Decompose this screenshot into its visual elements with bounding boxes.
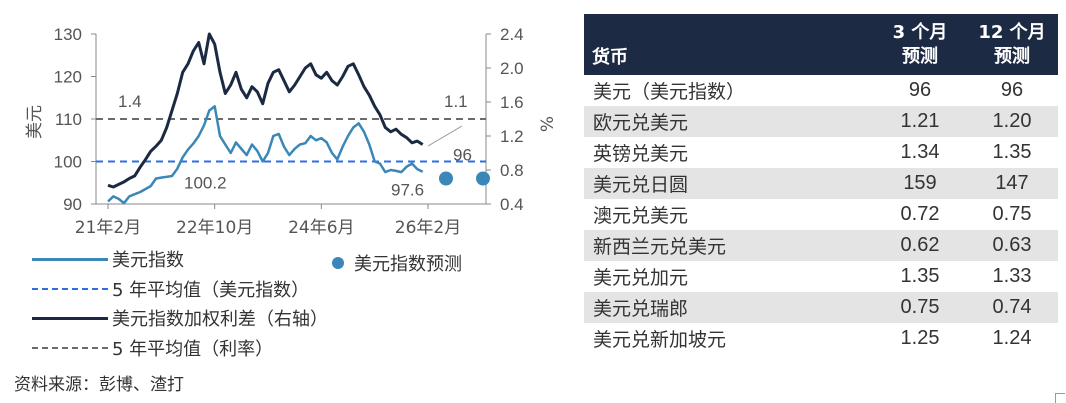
right-tick-label: 2.4	[500, 25, 524, 44]
row-12m: 147	[966, 168, 1058, 199]
header-currency: 货币	[584, 14, 874, 75]
legend-label-usd-forecast: 美元指数预测	[354, 254, 462, 275]
row-12m: 1.24	[992, 327, 1032, 349]
header-3m-forecast: 3 个月 预测	[874, 14, 966, 75]
annotation-rate-average: 1.4	[118, 92, 142, 111]
left-tick-label: 90	[63, 195, 82, 214]
row-3m: 1.34	[900, 141, 940, 163]
header-12m-line2: 预测	[994, 45, 1030, 67]
legend-swatch-rate-average	[32, 347, 108, 349]
header-3m-line2: 预测	[902, 45, 938, 67]
row-12m: 0.63	[966, 230, 1058, 261]
row-3m: 96	[908, 79, 932, 101]
corner-mark	[1055, 393, 1065, 403]
legend-item-usd-forecast: 美元指数预测	[332, 250, 462, 276]
legend-item-usd-index: 美元指数	[32, 246, 184, 272]
right-tick-label: 0.8	[500, 161, 524, 180]
fx-forecast-table: 货币 3 个月 预测 12 个月 预测 美元（美元指数） 96 96 欧元兑美元 1.…	[584, 14, 1058, 354]
x-tick-label: 22年10月	[176, 218, 253, 238]
legend-item-rate-average: 5 年平均值（利率）	[32, 335, 273, 361]
row-3m: 1.21	[874, 106, 966, 137]
row-currency: 英镑兑美元	[593, 143, 689, 165]
row-3m: 0.75	[874, 292, 966, 323]
chart-legend: 美元指数 美元指数预测 5 年平均值（美元指数） 美元指数加权利差（右轴） 5 …	[0, 238, 560, 378]
right-tick-label: 0.4	[500, 195, 524, 214]
row-currency: 新西兰元兑美元	[584, 230, 874, 261]
row-3m: 1.25	[900, 327, 940, 349]
rate-spread-line	[107, 32, 424, 189]
row-12m: 1.35	[992, 141, 1032, 163]
left-tick-label: 130	[54, 25, 82, 44]
left-tick-label: 100	[54, 153, 82, 172]
right-tick-label: 2.0	[500, 59, 524, 78]
row-3m: 159	[874, 168, 966, 199]
annotation-usd-average: 100.2	[184, 174, 227, 193]
table-row: 美元兑加元 1.35 1.33	[584, 261, 1058, 292]
x-tick-label: 26年2月	[395, 218, 461, 238]
legend-swatch-usd-index	[32, 257, 108, 261]
legend-swatch-rate-spread	[32, 316, 108, 320]
legend-label-usd-index: 美元指数	[112, 250, 184, 271]
right-axis-title: %	[538, 116, 558, 132]
row-currency: 美元兑日圆	[584, 168, 874, 199]
legend-swatch-usd-forecast	[332, 257, 344, 269]
row-currency: 欧元兑美元	[584, 106, 874, 137]
legend-item-usd-average: 5 年平均值（美元指数）	[32, 276, 309, 302]
forecast-point	[476, 171, 490, 186]
row-12m: 96	[1000, 79, 1024, 101]
row-12m: 1.20	[966, 106, 1058, 137]
table-row: 新西兰元兑美元 0.62 0.63	[584, 230, 1058, 261]
legend-label-rate-spread: 美元指数加权利差（右轴）	[112, 309, 328, 330]
forecast-point	[439, 171, 453, 186]
legend-label-usd-average: 5 年平均值（美元指数）	[112, 280, 310, 301]
row-currency: 美元兑新加坡元	[593, 329, 727, 351]
annotation-usd-last: 97.6	[391, 181, 424, 200]
source-note: 资料来源：彭博、渣打	[14, 375, 184, 395]
table-header-row: 货币 3 个月 预测 12 个月 预测	[584, 14, 1058, 75]
table-row: 美元兑日圆 159 147	[584, 168, 1058, 199]
left-tick-label: 120	[54, 68, 82, 87]
right-tick-label: 1.2	[500, 127, 524, 146]
x-tick-label: 21年2月	[75, 218, 141, 238]
row-currency: 美元（美元指数）	[593, 81, 746, 103]
annotation-forecast: 96	[453, 146, 472, 165]
table-row: 美元兑新加坡元 1.25 1.24	[584, 323, 1058, 354]
legend-swatch-usd-average	[32, 288, 108, 290]
header-12m-line1: 12 个月	[978, 21, 1046, 43]
table-row: 美元兑瑞郎 0.75 0.74	[584, 292, 1058, 323]
annotation-rate-last: 1.1	[444, 92, 468, 111]
x-tick-label: 24年6月	[288, 218, 354, 238]
table-row: 美元（美元指数） 96 96	[584, 75, 1058, 106]
table-row: 英镑兑美元 1.34 1.35	[584, 137, 1058, 168]
legend-item-rate-spread: 美元指数加权利差（右轴）	[32, 305, 328, 331]
table-row: 欧元兑美元 1.21 1.20	[584, 106, 1058, 137]
row-12m: 1.33	[992, 265, 1032, 287]
header-12m-forecast: 12 个月 预测	[966, 14, 1058, 75]
row-currency: 美元兑瑞郎	[584, 292, 874, 323]
usd-index-chart: 130 120 110 100 90 2.4 2.0 1.6 1.2 0.8 0.4 21年2月 22年…	[25, 25, 558, 238]
table-row: 澳元兑美元 0.72 0.75	[584, 199, 1058, 230]
header-3m-line1: 3 个月	[892, 21, 948, 43]
row-currency: 美元兑加元	[593, 267, 689, 289]
row-currency: 澳元兑美元	[593, 205, 689, 227]
row-12m: 0.75	[992, 203, 1032, 225]
legend-label-rate-average: 5 年平均值（利率）	[112, 339, 274, 360]
usd-index-line	[107, 105, 424, 205]
right-tick-label: 1.6	[500, 93, 524, 112]
row-3m: 1.35	[900, 265, 940, 287]
annotation-leader-line	[427, 125, 463, 147]
row-3m: 0.62	[874, 230, 966, 261]
left-tick-label: 110	[55, 110, 82, 129]
row-3m: 0.72	[900, 203, 940, 225]
left-axis-title: 美元	[25, 105, 45, 139]
row-12m: 0.74	[966, 292, 1058, 323]
